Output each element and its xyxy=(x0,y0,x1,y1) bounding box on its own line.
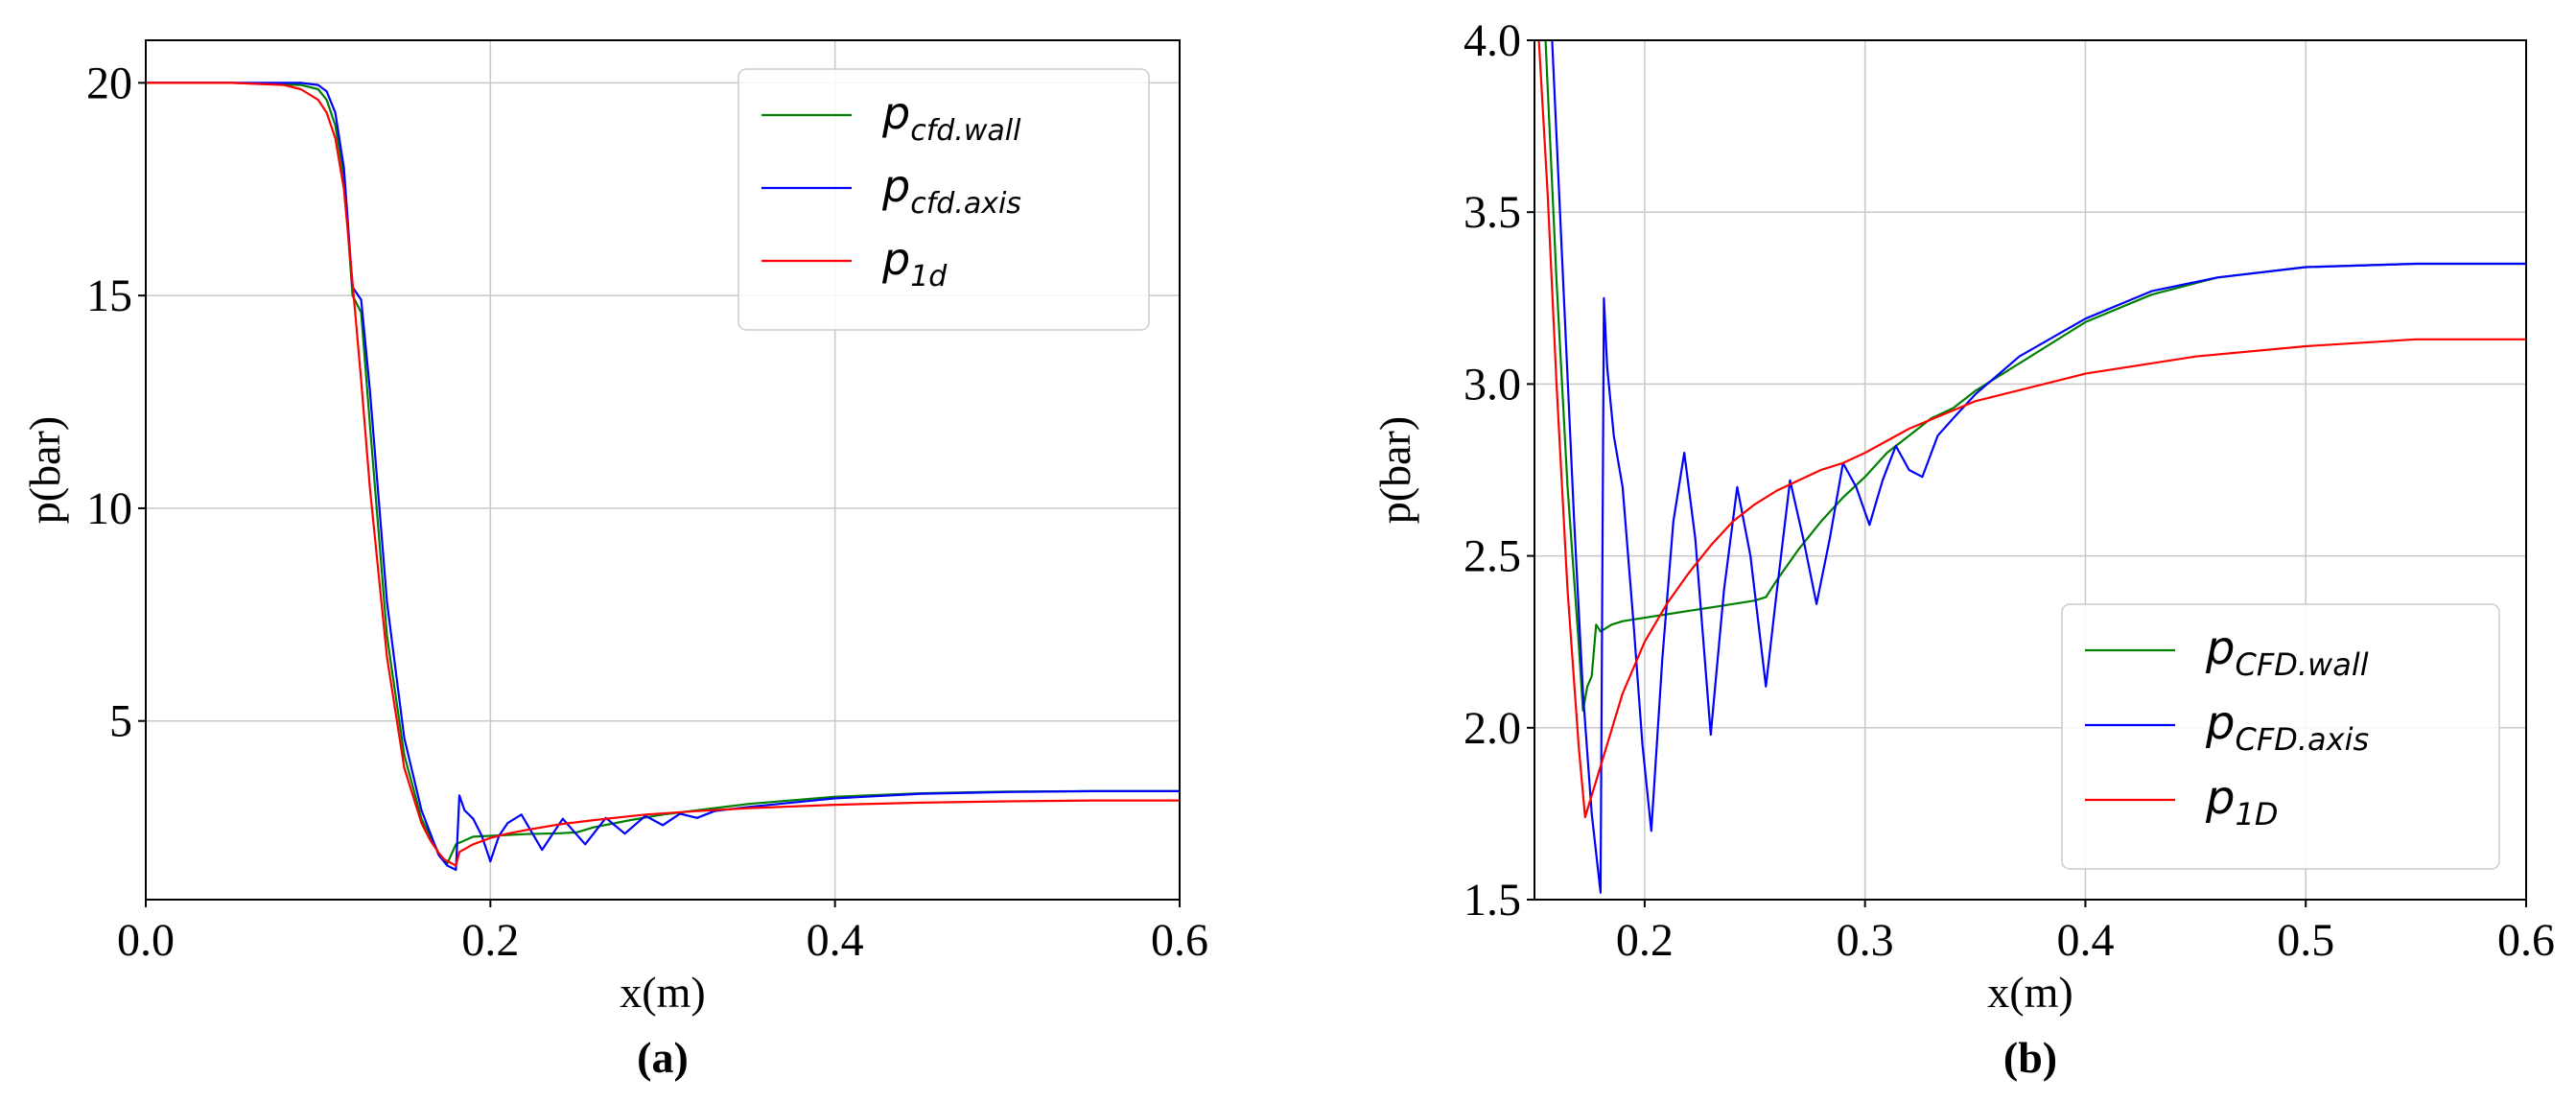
y-tick-label: 10 xyxy=(86,483,132,534)
y-tick-label: 2.0 xyxy=(1464,703,1521,754)
x-axis-label-a: x(m) xyxy=(620,968,705,1017)
y-axis-label-b: p(bar) xyxy=(1370,416,1419,524)
y-tick-label: 3.0 xyxy=(1464,359,1521,410)
y-tick-label: 4.0 xyxy=(1464,15,1521,66)
y-tick-label: 5 xyxy=(109,696,132,747)
x-tick-label: 0.6 xyxy=(1151,915,1208,966)
series-line-1d xyxy=(1537,40,2526,819)
legend-box xyxy=(2061,603,2500,870)
legend-entry-label: pCFD.wall xyxy=(2205,621,2369,683)
series-layer-b xyxy=(1537,40,2526,894)
legend-entry-label: p1D xyxy=(2205,771,2278,832)
y-axis-label-a: p(bar) xyxy=(20,416,69,524)
y-tick-label: 15 xyxy=(86,270,132,321)
panel-label-a: (a) xyxy=(637,1033,689,1082)
legend-a: pcfd.wall pcfd.axis p1d xyxy=(738,68,1150,331)
x-tick-label: 0.0 xyxy=(117,915,175,966)
plot-frame-a xyxy=(145,39,1181,901)
y-tick-label: 1.5 xyxy=(1464,875,1521,926)
x-tick-label: 0.4 xyxy=(807,915,864,966)
x-tick-label: 0.2 xyxy=(1616,915,1674,966)
series-layer-a xyxy=(146,82,1180,872)
y-tick-label: 3.5 xyxy=(1464,187,1521,238)
ticks-b: 0.2 0.3 0.4 0.5 0.6 1.5 2.0 2.5 3.0 3.5 4.0 xyxy=(1464,15,2555,966)
series-line-cfd-axis xyxy=(1551,40,2526,894)
plot-frame-b xyxy=(1534,39,2527,901)
ticks-a: 0.0 0.2 0.4 0.6 5 10 15 20 xyxy=(86,58,1208,966)
x-tick-label: 0.5 xyxy=(2277,915,2334,966)
x-tick-label: 0.2 xyxy=(461,915,519,966)
legend-entry-label: pcfd.wall xyxy=(881,87,1021,148)
y-tick-label: 20 xyxy=(86,58,132,108)
series-line-cfd-wall xyxy=(1544,40,2526,713)
x-tick-label: 0.3 xyxy=(1837,915,1894,966)
x-tick-label: 0.6 xyxy=(2497,915,2555,966)
x-axis-label-b: x(m) xyxy=(1987,968,2073,1017)
chart-panel-b: 0.2 0.3 0.4 0.5 0.6 1.5 2.0 2.5 3.0 3.5 4.0 pCFD.w… xyxy=(1370,15,2555,1082)
series-line-cfd-wall xyxy=(146,82,1180,865)
panel-label-b: (b) xyxy=(2003,1033,2057,1082)
legend-entry-label: pCFD.axis xyxy=(2205,696,2369,758)
legend-box xyxy=(738,68,1150,331)
x-tick-label: 0.4 xyxy=(2056,915,2114,966)
legend-entry-label: p1d xyxy=(881,233,948,293)
series-line-1d xyxy=(146,82,1180,867)
chart-panel-a: 0.0 0.2 0.4 0.6 5 10 15 20 pcfd.wall pcfd.axis p1… xyxy=(20,39,1208,1082)
y-tick-label: 2.5 xyxy=(1464,531,1521,582)
legend-entry-label: pcfd.axis xyxy=(881,160,1021,221)
legend-b: pCFD.wall pCFD.axis p1D xyxy=(2061,603,2500,870)
